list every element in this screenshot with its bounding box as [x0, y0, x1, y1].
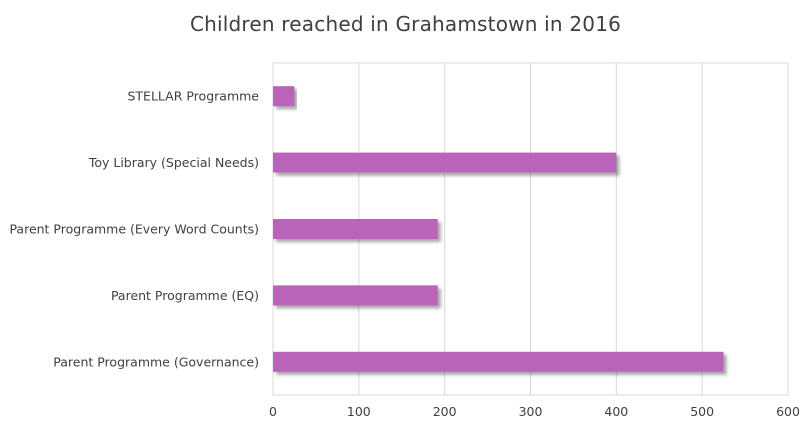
- bar: [273, 285, 438, 306]
- x-tick-label: 600: [776, 404, 800, 419]
- category-labels: STELLAR Programme Toy Library (Special Ne…: [9, 89, 259, 370]
- bars: [273, 86, 724, 372]
- x-tick-label: 500: [690, 404, 714, 419]
- gridlines: [358, 63, 703, 395]
- category-label: Parent Programme (Every Word Counts): [9, 222, 259, 237]
- category-label: STELLAR Programme: [127, 89, 259, 104]
- category-label: Parent Programme (Governance): [53, 354, 259, 369]
- x-tick-label: 300: [519, 404, 543, 419]
- x-tick-label: 200: [433, 404, 457, 419]
- category-label: Toy Library (Special Needs): [88, 155, 259, 170]
- x-axis-ticks: 0 100 200 300 400 500 600: [269, 404, 800, 419]
- bar: [273, 219, 438, 239]
- bar: [273, 86, 295, 107]
- x-tick-label: 100: [347, 404, 371, 419]
- bar: [273, 351, 724, 372]
- chart-title: Children reached in Grahamstown in 2016: [189, 12, 622, 36]
- x-tick-label: 0: [269, 404, 277, 419]
- x-tick-label: 400: [604, 404, 628, 419]
- bar: [273, 152, 617, 173]
- category-label: Parent Programme (EQ): [111, 288, 259, 303]
